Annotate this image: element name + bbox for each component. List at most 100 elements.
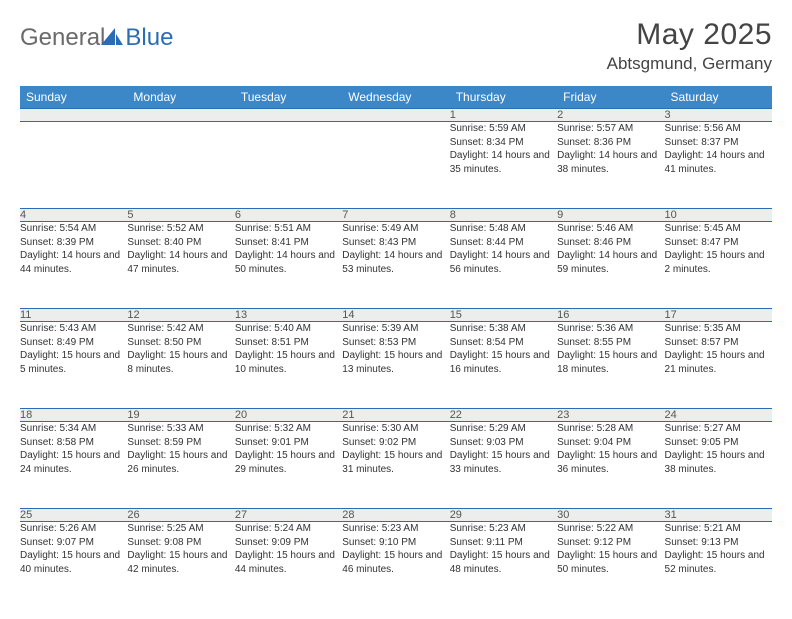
day-cell: Sunrise: 5:28 AMSunset: 9:04 PMDaylight:… bbox=[557, 422, 664, 509]
calendar-page: GeneralBlue May 2025 Abtsgmund, Germany … bbox=[0, 0, 792, 619]
sunrise-text: Sunrise: 5:57 AM bbox=[557, 122, 664, 136]
week-daynum-row: 45678910 bbox=[20, 209, 772, 222]
sunset-text: Sunset: 8:39 PM bbox=[20, 236, 127, 250]
sunrise-text: Sunrise: 5:40 AM bbox=[235, 322, 342, 336]
sunset-text: Sunset: 9:07 PM bbox=[20, 536, 127, 550]
sunset-text: Sunset: 8:34 PM bbox=[450, 136, 557, 150]
daylight-text: Daylight: 14 hours and 44 minutes. bbox=[20, 249, 127, 276]
day-number: 24 bbox=[665, 409, 772, 422]
day-cell: Sunrise: 5:32 AMSunset: 9:01 PMDaylight:… bbox=[235, 422, 342, 509]
week-daynum-row: 25262728293031 bbox=[20, 509, 772, 522]
calendar-table: Sunday Monday Tuesday Wednesday Thursday… bbox=[20, 86, 772, 609]
sunrise-text: Sunrise: 5:33 AM bbox=[127, 422, 234, 436]
day-number: 17 bbox=[665, 309, 772, 322]
day-cell: Sunrise: 5:21 AMSunset: 9:13 PMDaylight:… bbox=[665, 522, 772, 609]
day-cell: Sunrise: 5:52 AMSunset: 8:40 PMDaylight:… bbox=[127, 222, 234, 309]
daylight-text: Daylight: 15 hours and 10 minutes. bbox=[235, 349, 342, 376]
daylight-text: Daylight: 14 hours and 35 minutes. bbox=[450, 149, 557, 176]
sunset-text: Sunset: 8:55 PM bbox=[557, 336, 664, 350]
day-cell: Sunrise: 5:43 AMSunset: 8:49 PMDaylight:… bbox=[20, 322, 127, 409]
daylight-text: Daylight: 15 hours and 44 minutes. bbox=[235, 549, 342, 576]
week-daybody-row: Sunrise: 5:59 AMSunset: 8:34 PMDaylight:… bbox=[20, 122, 772, 209]
sunrise-text: Sunrise: 5:42 AM bbox=[127, 322, 234, 336]
sunset-text: Sunset: 8:46 PM bbox=[557, 236, 664, 250]
location-label: Abtsgmund, Germany bbox=[607, 54, 772, 74]
day-cell: Sunrise: 5:36 AMSunset: 8:55 PMDaylight:… bbox=[557, 322, 664, 409]
day-cell bbox=[342, 122, 449, 209]
sunrise-text: Sunrise: 5:35 AM bbox=[665, 322, 772, 336]
day-number: 5 bbox=[127, 209, 234, 222]
daylight-text: Daylight: 15 hours and 33 minutes. bbox=[450, 449, 557, 476]
sunset-text: Sunset: 8:50 PM bbox=[127, 336, 234, 350]
sunrise-text: Sunrise: 5:56 AM bbox=[665, 122, 772, 136]
daylight-text: Daylight: 15 hours and 50 minutes. bbox=[557, 549, 664, 576]
day-number: 10 bbox=[665, 209, 772, 222]
sunrise-text: Sunrise: 5:22 AM bbox=[557, 522, 664, 536]
day-number bbox=[235, 109, 342, 122]
day-number: 20 bbox=[235, 409, 342, 422]
sunset-text: Sunset: 8:59 PM bbox=[127, 436, 234, 450]
day-cell: Sunrise: 5:35 AMSunset: 8:57 PMDaylight:… bbox=[665, 322, 772, 409]
sunrise-text: Sunrise: 5:28 AM bbox=[557, 422, 664, 436]
sunrise-text: Sunrise: 5:45 AM bbox=[665, 222, 772, 236]
sunset-text: Sunset: 9:12 PM bbox=[557, 536, 664, 550]
sunset-text: Sunset: 9:10 PM bbox=[342, 536, 449, 550]
sunrise-text: Sunrise: 5:54 AM bbox=[20, 222, 127, 236]
weekday-header: Tuesday bbox=[235, 86, 342, 109]
day-cell bbox=[235, 122, 342, 209]
sunrise-text: Sunrise: 5:46 AM bbox=[557, 222, 664, 236]
week-daybody-row: Sunrise: 5:26 AMSunset: 9:07 PMDaylight:… bbox=[20, 522, 772, 609]
day-cell: Sunrise: 5:23 AMSunset: 9:10 PMDaylight:… bbox=[342, 522, 449, 609]
sunrise-text: Sunrise: 5:32 AM bbox=[235, 422, 342, 436]
sunset-text: Sunset: 8:41 PM bbox=[235, 236, 342, 250]
sunset-text: Sunset: 8:51 PM bbox=[235, 336, 342, 350]
sunrise-text: Sunrise: 5:24 AM bbox=[235, 522, 342, 536]
month-title: May 2025 bbox=[607, 18, 772, 52]
brand-part2: Blue bbox=[125, 24, 173, 51]
daylight-text: Daylight: 15 hours and 42 minutes. bbox=[127, 549, 234, 576]
sunset-text: Sunset: 9:11 PM bbox=[450, 536, 557, 550]
day-number: 21 bbox=[342, 409, 449, 422]
daylight-text: Daylight: 15 hours and 16 minutes. bbox=[450, 349, 557, 376]
day-number: 30 bbox=[557, 509, 664, 522]
sunset-text: Sunset: 8:54 PM bbox=[450, 336, 557, 350]
day-cell: Sunrise: 5:56 AMSunset: 8:37 PMDaylight:… bbox=[665, 122, 772, 209]
weekday-header: Thursday bbox=[450, 86, 557, 109]
sunrise-text: Sunrise: 5:36 AM bbox=[557, 322, 664, 336]
day-cell bbox=[20, 122, 127, 209]
daylight-text: Daylight: 15 hours and 21 minutes. bbox=[665, 349, 772, 376]
day-number: 31 bbox=[665, 509, 772, 522]
daylight-text: Daylight: 14 hours and 56 minutes. bbox=[450, 249, 557, 276]
sunset-text: Sunset: 8:53 PM bbox=[342, 336, 449, 350]
daylight-text: Daylight: 14 hours and 59 minutes. bbox=[557, 249, 664, 276]
weekday-header: Wednesday bbox=[342, 86, 449, 109]
week-daybody-row: Sunrise: 5:34 AMSunset: 8:58 PMDaylight:… bbox=[20, 422, 772, 509]
sunrise-text: Sunrise: 5:30 AM bbox=[342, 422, 449, 436]
sunset-text: Sunset: 9:04 PM bbox=[557, 436, 664, 450]
sunrise-text: Sunrise: 5:26 AM bbox=[20, 522, 127, 536]
sunrise-text: Sunrise: 5:38 AM bbox=[450, 322, 557, 336]
day-cell: Sunrise: 5:42 AMSunset: 8:50 PMDaylight:… bbox=[127, 322, 234, 409]
sunset-text: Sunset: 8:43 PM bbox=[342, 236, 449, 250]
daylight-text: Daylight: 15 hours and 5 minutes. bbox=[20, 349, 127, 376]
sunset-text: Sunset: 9:05 PM bbox=[665, 436, 772, 450]
daylight-text: Daylight: 15 hours and 36 minutes. bbox=[557, 449, 664, 476]
day-number: 18 bbox=[20, 409, 127, 422]
sunrise-text: Sunrise: 5:43 AM bbox=[20, 322, 127, 336]
day-number: 14 bbox=[342, 309, 449, 322]
sunset-text: Sunset: 9:03 PM bbox=[450, 436, 557, 450]
day-number: 7 bbox=[342, 209, 449, 222]
daylight-text: Daylight: 15 hours and 13 minutes. bbox=[342, 349, 449, 376]
daylight-text: Daylight: 15 hours and 29 minutes. bbox=[235, 449, 342, 476]
day-number: 16 bbox=[557, 309, 664, 322]
day-cell: Sunrise: 5:25 AMSunset: 9:08 PMDaylight:… bbox=[127, 522, 234, 609]
day-number: 2 bbox=[557, 109, 664, 122]
day-number: 12 bbox=[127, 309, 234, 322]
week-daynum-row: 11121314151617 bbox=[20, 309, 772, 322]
day-number: 9 bbox=[557, 209, 664, 222]
sunset-text: Sunset: 8:49 PM bbox=[20, 336, 127, 350]
daylight-text: Daylight: 15 hours and 52 minutes. bbox=[665, 549, 772, 576]
day-number: 28 bbox=[342, 509, 449, 522]
daylight-text: Daylight: 15 hours and 46 minutes. bbox=[342, 549, 449, 576]
day-cell: Sunrise: 5:54 AMSunset: 8:39 PMDaylight:… bbox=[20, 222, 127, 309]
